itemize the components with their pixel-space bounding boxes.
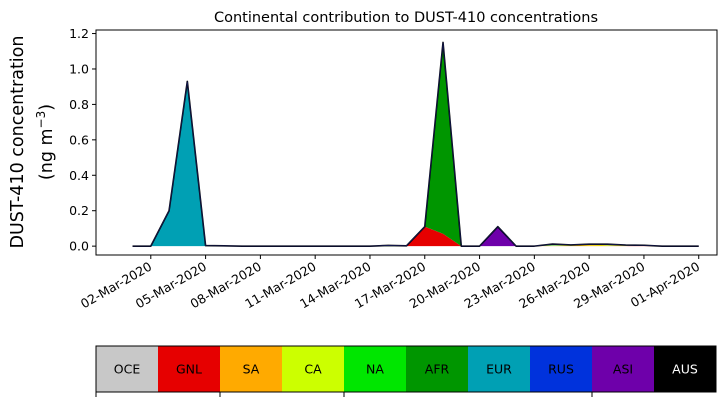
area-series-eur — [132, 42, 699, 247]
baseline-tint — [132, 42, 699, 247]
y-tick-label: 0.0 — [69, 239, 89, 254]
legend-label-aus: AUS — [672, 362, 698, 377]
y-tick-label: 1.0 — [69, 61, 89, 76]
y-axis-label-units: (ng m−3) — [34, 104, 57, 180]
legend-label-gnl: GNL — [176, 362, 202, 377]
legend-swatch-asi — [592, 346, 654, 392]
y-tick-label: 0.2 — [69, 203, 89, 218]
legend-swatch-afr — [406, 346, 468, 392]
y-axis-label-line2: (ng m — [37, 128, 57, 180]
y-tick-label: 0.6 — [69, 132, 89, 147]
legend-label-afr: AFR — [425, 362, 450, 377]
legend-swatch-oce — [96, 346, 158, 392]
legend-label-ca: CA — [304, 362, 322, 377]
legend-swatch-gnl — [158, 346, 220, 392]
y-tick-label: 0.8 — [69, 97, 89, 112]
legend-label-asi: ASI — [613, 362, 633, 377]
legend-swatch-na — [344, 346, 406, 392]
legend-swatch-eur — [468, 346, 530, 392]
legend-label-rus: RUS — [548, 362, 574, 377]
legend-swatch-ca — [282, 346, 344, 392]
legend-label-eur: EUR — [486, 362, 512, 377]
total-line — [132, 41, 699, 247]
legend-swatch-sa — [220, 346, 282, 392]
legend-frame — [95, 345, 717, 393]
legend-swatch-aus — [654, 346, 716, 392]
legend-swatch-rus — [530, 346, 592, 392]
y-axis-label-sup: −3 — [34, 111, 48, 129]
area-series-asi — [132, 42, 699, 247]
y-tick-label: 1.2 — [69, 26, 89, 41]
area-series-afr — [132, 42, 699, 247]
chart-title: Continental contribution to DUST-410 con… — [214, 10, 598, 26]
y-axis-label-line1: DUST-410 concentration — [8, 36, 28, 249]
y-tick-label: 0.4 — [69, 168, 89, 183]
legend-label-na: NA — [366, 362, 384, 377]
plot-area — [132, 41, 699, 247]
legend-label-sa: SA — [243, 362, 260, 377]
y-axis-label: DUST-410 concentration — [8, 36, 28, 249]
legend-label-oce: OCE — [114, 362, 141, 377]
axes-frame — [95, 29, 718, 256]
legend: OCE GNL SA CA NA AFR EUR RUS ASI AUS — [95, 345, 717, 397]
axes: 0.00.20.40.60.81.01.202-Mar-202005-Mar-2… — [69, 26, 718, 311]
y-axis-label-close: ) — [37, 104, 57, 111]
